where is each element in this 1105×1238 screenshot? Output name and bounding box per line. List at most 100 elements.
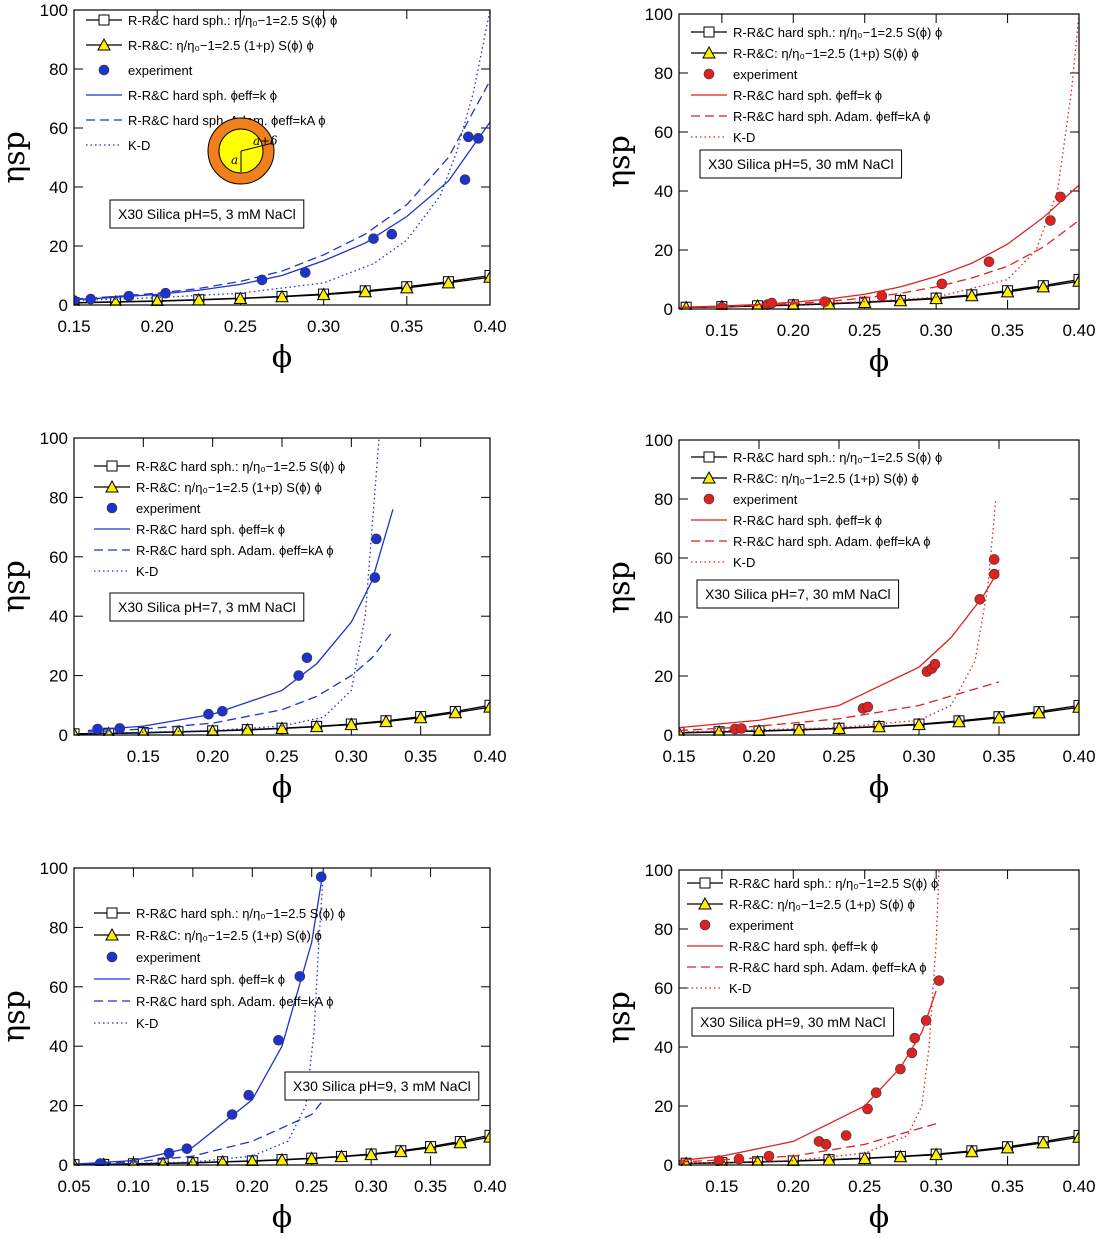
legend-label: R-R&C hard sph.: η/η₀−1=2.5 S(ϕ) ϕ	[733, 450, 942, 465]
legend-label: R-R&C hard sph.: η/η₀−1=2.5 S(ϕ) ϕ	[729, 876, 938, 891]
x-tick-label: 0.40	[1062, 321, 1095, 340]
square-marker	[107, 461, 117, 471]
legend-label: R-R&C hard sph.: η/η₀−1=2.5 S(ϕ) ϕ	[136, 459, 345, 474]
figure: 0.15 0.20 0.25 0.30 0.35 0.40 0 20 40 60 80 100 R-R&…	[0, 0, 1105, 1238]
x-axis-label: ϕ	[869, 1200, 889, 1235]
square-marker	[700, 878, 710, 888]
x-tick-label: 0.25	[848, 321, 881, 340]
y-tick-label: 20	[654, 241, 673, 260]
x-tick-label: 0.40	[1062, 747, 1095, 766]
series-line	[686, 1136, 1079, 1164]
square-marker	[704, 452, 714, 462]
legend-label: experiment	[136, 501, 201, 516]
x-tick-label: 0.25	[224, 317, 257, 336]
y-tick-label: 40	[654, 1038, 673, 1057]
inset-label: a	[231, 153, 238, 167]
experiment-point	[387, 229, 397, 239]
x-axis-label: ϕ	[272, 340, 292, 375]
legend-label: R-R&C: η/η₀−1=2.5 (1+p) S(ϕ) ϕ	[733, 471, 919, 486]
legend-label: R-R&C: η/η₀−1=2.5 (1+p) S(ϕ) ϕ	[729, 897, 915, 912]
experiment-point	[107, 503, 117, 513]
y-tick-label: 80	[654, 64, 673, 83]
legend-label: R-R&C hard sph. Adam. ϕeff=kA ϕ	[729, 960, 927, 975]
panel: 0.050.100.150.200.250.300.350.4002040608…	[0, 859, 507, 1235]
experiment-point	[1045, 216, 1055, 226]
x-tick-label: 0.40	[473, 1177, 506, 1196]
experiment-point	[463, 132, 473, 142]
legend-label: K-D	[128, 138, 150, 153]
x-axis-label: ϕ	[869, 770, 889, 805]
y-tick-label: 20	[49, 667, 68, 686]
y-tick-label: 20	[654, 667, 673, 686]
square-marker	[107, 908, 117, 918]
x-tick-label: 0.40	[473, 747, 506, 766]
legend-label: K-D	[733, 555, 755, 570]
x-axis-label: ϕ	[272, 1200, 292, 1235]
x-tick-label: 0.20	[236, 1177, 269, 1196]
experiment-point	[704, 69, 714, 79]
legend-label: experiment	[733, 492, 798, 507]
experiment-point	[984, 257, 994, 267]
x-tick-label: 0.30	[920, 1177, 953, 1196]
y-tick-label: 40	[654, 608, 673, 627]
x-tick-label: 0.30	[902, 747, 935, 766]
y-tick-label: 80	[654, 490, 673, 509]
x-tick-label: 0.35	[991, 321, 1024, 340]
y-tick-label: 100	[645, 5, 673, 24]
y-axis-label: ηsp	[602, 991, 637, 1044]
x-tick-label: 0.15	[705, 1177, 738, 1196]
legend-label: R-R&C hard sph. ϕeff=k ϕ	[729, 939, 878, 954]
legend-label: K-D	[136, 1016, 158, 1031]
plot-frame	[74, 10, 490, 305]
experiment-point	[99, 65, 109, 75]
x-tick-label: 0.30	[920, 321, 953, 340]
experiment-point	[863, 702, 873, 712]
y-tick-label: 60	[49, 978, 68, 997]
y-tick-label: 40	[49, 607, 68, 626]
experiment-point	[863, 1104, 873, 1114]
legend-label: K-D	[733, 130, 755, 145]
y-tick-label: 0	[664, 300, 673, 319]
legend-label: R-R&C hard sph. ϕeff=k ϕ	[733, 513, 882, 528]
experiment-point	[700, 920, 710, 930]
annotation: X30 Silica pH=9, 30 mM NaCl	[700, 1014, 886, 1030]
series-line	[88, 631, 393, 732]
legend-label: R-R&C hard sph. Adam. ϕeff=kA ϕ	[136, 543, 334, 558]
experiment-point	[764, 1151, 774, 1161]
series-line	[74, 10, 490, 301]
legend-label: R-R&C: η/η₀−1=2.5 (1+p) S(ϕ) ϕ	[733, 46, 919, 61]
x-tick-label: 0.20	[742, 747, 775, 766]
x-tick-label: 0.15	[57, 317, 90, 336]
legend-label: R-R&C hard sph. Adam. ϕeff=kA ϕ	[136, 994, 334, 1009]
legend-label: R-R&C: η/η₀−1=2.5 (1+p) S(ϕ) ϕ	[128, 38, 314, 53]
y-tick-label: 60	[654, 549, 673, 568]
y-tick-label: 60	[49, 548, 68, 567]
x-tick-label: 0.35	[982, 747, 1015, 766]
experiment-point	[841, 1131, 851, 1141]
y-tick-label: 0	[664, 726, 673, 745]
y-tick-label: 40	[49, 178, 68, 197]
y-tick-label: 0	[664, 1156, 673, 1175]
legend-label: K-D	[136, 564, 158, 579]
y-tick-label: 40	[49, 1037, 68, 1056]
experiment-point	[460, 175, 470, 185]
experiment-point	[821, 1139, 831, 1149]
y-tick-label: 0	[59, 1156, 68, 1175]
legend-label: K-D	[729, 981, 751, 996]
x-tick-label: 0.30	[307, 317, 340, 336]
legend-label: R-R&C hard sph. ϕeff=k ϕ	[128, 88, 277, 103]
series-line	[686, 1137, 1079, 1163]
experiment-point	[930, 659, 940, 669]
y-tick-label: 80	[49, 918, 68, 937]
y-tick-label: 0	[59, 296, 68, 315]
plot-area	[68, 10, 496, 308]
x-tick-label: 0.30	[335, 747, 368, 766]
y-tick-label: 20	[49, 237, 68, 256]
x-tick-label: 0.15	[662, 747, 695, 766]
legend-label: experiment	[729, 918, 794, 933]
y-axis-label: ηsp	[0, 131, 32, 184]
x-tick-label: 0.35	[390, 317, 423, 336]
y-tick-label: 20	[654, 1097, 673, 1116]
